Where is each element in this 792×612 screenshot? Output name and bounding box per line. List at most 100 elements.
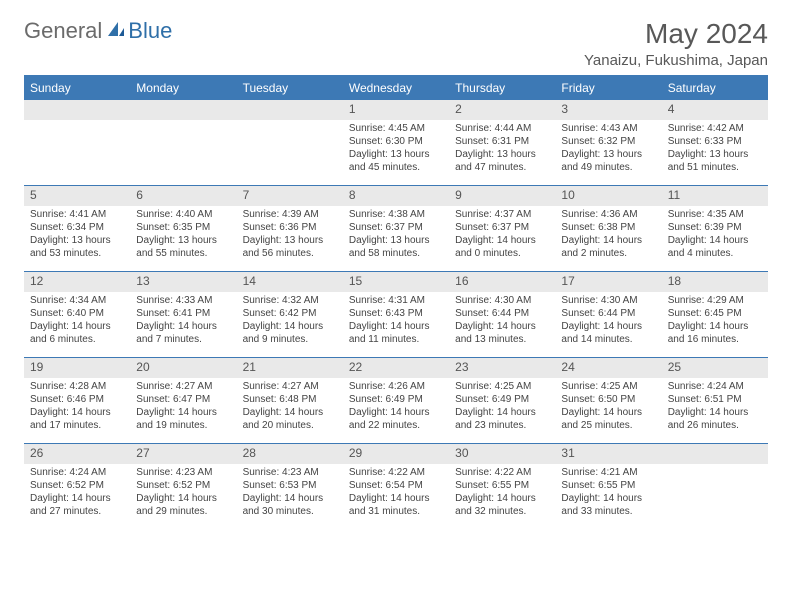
daylight-text: Daylight: 14 hours and 16 minutes. bbox=[668, 320, 762, 346]
calendar-cell: 21Sunrise: 4:27 AMSunset: 6:48 PMDayligh… bbox=[237, 357, 343, 443]
calendar-cell: 22Sunrise: 4:26 AMSunset: 6:49 PMDayligh… bbox=[343, 357, 449, 443]
daylight-text: Daylight: 14 hours and 7 minutes. bbox=[136, 320, 230, 346]
calendar-cell bbox=[24, 99, 130, 185]
sunrise-text: Sunrise: 4:25 AM bbox=[561, 380, 655, 393]
calendar-cell: 24Sunrise: 4:25 AMSunset: 6:50 PMDayligh… bbox=[555, 357, 661, 443]
day-number: 23 bbox=[449, 357, 555, 378]
sunset-text: Sunset: 6:39 PM bbox=[668, 221, 762, 234]
day-number: 24 bbox=[555, 357, 661, 378]
calendar-cell: 9Sunrise: 4:37 AMSunset: 6:37 PMDaylight… bbox=[449, 185, 555, 271]
daylight-text: Daylight: 14 hours and 9 minutes. bbox=[243, 320, 337, 346]
daylight-text: Daylight: 14 hours and 25 minutes. bbox=[561, 406, 655, 432]
calendar-cell: 10Sunrise: 4:36 AMSunset: 6:38 PMDayligh… bbox=[555, 185, 661, 271]
calendar-cell: 14 Sunrise: 4:32 AMSunset: 6:42 PMDayligh… bbox=[237, 271, 343, 357]
daylight-text: Daylight: 14 hours and 23 minutes. bbox=[455, 406, 549, 432]
sunrise-text: Sunrise: 4:23 AM bbox=[136, 466, 230, 479]
sunrise-text: Sunrise: 4:45 AM bbox=[349, 122, 443, 135]
day-number bbox=[662, 443, 768, 464]
cell-body: Sunrise: 4:36 AMSunset: 6:38 PMDaylight:… bbox=[555, 206, 661, 264]
logo-text-general: General bbox=[24, 18, 102, 44]
cell-body bbox=[662, 464, 768, 470]
daylight-text: Daylight: 14 hours and 33 minutes. bbox=[561, 492, 655, 518]
daylight-text: Daylight: 14 hours and 32 minutes. bbox=[455, 492, 549, 518]
day-header: Friday bbox=[555, 77, 661, 99]
cell-body: Sunrise: 4:22 AMSunset: 6:54 PMDaylight:… bbox=[343, 464, 449, 522]
day-number bbox=[237, 99, 343, 120]
cell-body: Sunrise: 4:40 AMSunset: 6:35 PMDaylight:… bbox=[130, 206, 236, 264]
sunset-text: Sunset: 6:37 PM bbox=[349, 221, 443, 234]
calendar-cell: 28Sunrise: 4:23 AMSunset: 6:53 PMDayligh… bbox=[237, 443, 343, 529]
header: General Blue May 2024 Yanaizu, Fukushima… bbox=[24, 18, 768, 69]
sunrise-text: Sunrise: 4:36 AM bbox=[561, 208, 655, 221]
daylight-text: Daylight: 14 hours and 13 minutes. bbox=[455, 320, 549, 346]
day-header: Tuesday bbox=[237, 77, 343, 99]
cell-body: Sunrise: 4:29 AMSunset: 6:45 PMDaylight:… bbox=[662, 292, 768, 350]
sunset-text: Sunset: 6:42 PM bbox=[243, 307, 337, 320]
calendar-cell: 3Sunrise: 4:43 AMSunset: 6:32 PMDaylight… bbox=[555, 99, 661, 185]
sunrise-text: Sunrise: 4:24 AM bbox=[30, 466, 124, 479]
sunrise-text: Sunrise: 4:21 AM bbox=[561, 466, 655, 479]
cell-body: Sunrise: 4:27 AMSunset: 6:48 PMDaylight:… bbox=[237, 378, 343, 436]
cell-body: Sunrise: 4:31 AMSunset: 6:43 PMDaylight:… bbox=[343, 292, 449, 350]
daylight-text: Daylight: 13 hours and 53 minutes. bbox=[30, 234, 124, 260]
sunrise-text: Sunrise: 4:23 AM bbox=[243, 466, 337, 479]
cell-body bbox=[24, 120, 130, 126]
day-number: 1 bbox=[343, 99, 449, 120]
sunrise-text: Sunrise: 4:25 AM bbox=[455, 380, 549, 393]
calendar-cell: 15Sunrise: 4:31 AMSunset: 6:43 PMDayligh… bbox=[343, 271, 449, 357]
day-number: 4 bbox=[662, 99, 768, 120]
sunrise-text: Sunrise: 4:32 AM bbox=[243, 294, 337, 307]
sunrise-text: Sunrise: 4:31 AM bbox=[349, 294, 443, 307]
cell-body: Sunrise: 4:44 AMSunset: 6:31 PMDaylight:… bbox=[449, 120, 555, 178]
calendar-cell: 26Sunrise: 4:24 AMSunset: 6:52 PMDayligh… bbox=[24, 443, 130, 529]
calendar-cell: 17Sunrise: 4:30 AMSunset: 6:44 PMDayligh… bbox=[555, 271, 661, 357]
sunrise-text: Sunrise: 4:34 AM bbox=[30, 294, 124, 307]
sunrise-text: Sunrise: 4:43 AM bbox=[561, 122, 655, 135]
daylight-text: Daylight: 14 hours and 0 minutes. bbox=[455, 234, 549, 260]
sunrise-text: Sunrise: 4:24 AM bbox=[668, 380, 762, 393]
title-block: May 2024 Yanaizu, Fukushima, Japan bbox=[584, 18, 768, 69]
day-number: 14 bbox=[237, 271, 343, 292]
daylight-text: Daylight: 14 hours and 29 minutes. bbox=[136, 492, 230, 518]
calendar-cell bbox=[662, 443, 768, 529]
sunset-text: Sunset: 6:41 PM bbox=[136, 307, 230, 320]
day-number: 8 bbox=[343, 185, 449, 206]
logo: General Blue bbox=[24, 18, 172, 44]
sunset-text: Sunset: 6:35 PM bbox=[136, 221, 230, 234]
sunrise-text: Sunrise: 4:42 AM bbox=[668, 122, 762, 135]
calendar-cell: 12Sunrise: 4:34 AMSunset: 6:40 PMDayligh… bbox=[24, 271, 130, 357]
daylight-text: Daylight: 14 hours and 19 minutes. bbox=[136, 406, 230, 432]
sunrise-text: Sunrise: 4:38 AM bbox=[349, 208, 443, 221]
cell-body: Sunrise: 4:38 AMSunset: 6:37 PMDaylight:… bbox=[343, 206, 449, 264]
day-number: 21 bbox=[237, 357, 343, 378]
sunset-text: Sunset: 6:52 PM bbox=[30, 479, 124, 492]
calendar-cell: 29Sunrise: 4:22 AMSunset: 6:54 PMDayligh… bbox=[343, 443, 449, 529]
sunset-text: Sunset: 6:48 PM bbox=[243, 393, 337, 406]
daylight-text: Daylight: 14 hours and 14 minutes. bbox=[561, 320, 655, 346]
sunrise-text: Sunrise: 4:35 AM bbox=[668, 208, 762, 221]
day-header: Thursday bbox=[449, 77, 555, 99]
cell-body: Sunrise: 4:39 AMSunset: 6:36 PMDaylight:… bbox=[237, 206, 343, 264]
daylight-text: Daylight: 13 hours and 56 minutes. bbox=[243, 234, 337, 260]
cell-body: Sunrise: 4:30 AMSunset: 6:44 PMDaylight:… bbox=[555, 292, 661, 350]
sunset-text: Sunset: 6:34 PM bbox=[30, 221, 124, 234]
cell-body: Sunrise: 4:23 AMSunset: 6:53 PMDaylight:… bbox=[237, 464, 343, 522]
day-header: Sunday bbox=[24, 77, 130, 99]
day-number: 31 bbox=[555, 443, 661, 464]
day-number: 22 bbox=[343, 357, 449, 378]
cell-body: Sunrise: 4:28 AMSunset: 6:46 PMDaylight:… bbox=[24, 378, 130, 436]
cell-body: Sunrise: 4:30 AMSunset: 6:44 PMDaylight:… bbox=[449, 292, 555, 350]
daylight-text: Daylight: 14 hours and 31 minutes. bbox=[349, 492, 443, 518]
sunrise-text: Sunrise: 4:27 AM bbox=[136, 380, 230, 393]
calendar-cell: 27Sunrise: 4:23 AMSunset: 6:52 PMDayligh… bbox=[130, 443, 236, 529]
sunset-text: Sunset: 6:46 PM bbox=[30, 393, 124, 406]
sunrise-text: Sunrise: 4:22 AM bbox=[455, 466, 549, 479]
sunrise-text: Sunrise: 4:22 AM bbox=[349, 466, 443, 479]
cell-body: Sunrise: 4:35 AMSunset: 6:39 PMDaylight:… bbox=[662, 206, 768, 264]
sunrise-text: Sunrise: 4:41 AM bbox=[30, 208, 124, 221]
sunset-text: Sunset: 6:55 PM bbox=[561, 479, 655, 492]
day-number: 6 bbox=[130, 185, 236, 206]
daylight-text: Daylight: 14 hours and 6 minutes. bbox=[30, 320, 124, 346]
day-number: 13 bbox=[130, 271, 236, 292]
sunrise-text: Sunrise: 4:30 AM bbox=[561, 294, 655, 307]
